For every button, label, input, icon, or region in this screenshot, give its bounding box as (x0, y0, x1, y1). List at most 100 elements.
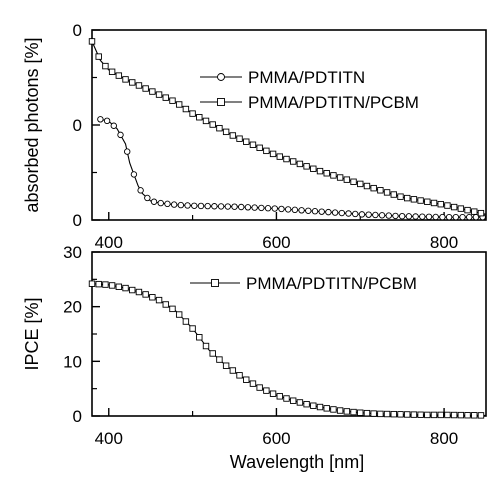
data-point (197, 202, 205, 210)
data-point (162, 94, 169, 101)
ipce-panel: 0 10 20 30 400 600 800 IPCE [%] Wavelength [nm] P… (22, 243, 487, 472)
y-tick-label: 20 (63, 298, 82, 317)
data-point (425, 213, 433, 221)
data-point (450, 203, 458, 211)
data-point (243, 138, 250, 145)
data-point (256, 144, 263, 152)
data-point (390, 410, 397, 418)
data-point (405, 213, 413, 220)
data-point (115, 72, 123, 79)
data-point (330, 406, 337, 413)
data-point (209, 350, 216, 357)
data-point (284, 206, 292, 213)
data-point (129, 286, 136, 294)
data-point (263, 387, 270, 394)
data-point (204, 202, 211, 210)
data-point (370, 184, 377, 192)
x-tick-label: 600 (262, 429, 290, 448)
data-point (162, 301, 169, 308)
data-point (115, 283, 123, 290)
data-point (419, 213, 426, 220)
legend-label: PMMA/PDTITN/PCBM (248, 93, 419, 112)
data-point (102, 281, 109, 288)
data-point (410, 411, 418, 418)
data-point (211, 279, 219, 287)
data-point (424, 411, 431, 419)
data-point (372, 211, 379, 219)
data-point (457, 205, 465, 212)
data-point (316, 403, 324, 411)
data-point (338, 209, 346, 217)
data-point (231, 203, 238, 210)
data-point (189, 325, 196, 332)
legend-label: PMMA/PDTITN (248, 68, 365, 87)
data-point (350, 408, 357, 416)
data-point (385, 212, 392, 219)
data-point (142, 85, 149, 92)
data-point (444, 202, 451, 209)
data-point (155, 91, 163, 98)
data-point (357, 180, 364, 188)
data-point (370, 410, 377, 417)
y-tick-label: 0 (73, 116, 82, 135)
data-point (102, 62, 109, 70)
data-point (258, 204, 265, 212)
data-point (357, 409, 364, 416)
x-tick-label: 400 (95, 429, 123, 448)
data-point (110, 122, 117, 129)
data-point (283, 395, 290, 402)
data-point (289, 397, 297, 404)
data-point (336, 174, 344, 181)
data-point (452, 213, 460, 221)
data-point (216, 124, 223, 132)
data-point (157, 199, 164, 207)
data-point (437, 411, 444, 419)
plot-frame (91, 29, 487, 221)
data-point (336, 407, 344, 414)
data-point (343, 176, 351, 183)
legend-entry: PMMA/PDTITN (200, 68, 365, 87)
data-point (229, 132, 237, 139)
data-point (103, 117, 111, 125)
data-point (430, 199, 438, 207)
data-point (330, 172, 337, 179)
data-point (217, 73, 225, 81)
data-point (135, 82, 143, 89)
data-point (217, 98, 225, 106)
data-point (224, 203, 232, 210)
data-point (135, 288, 143, 296)
data-point (466, 213, 473, 221)
data-point (124, 148, 131, 155)
series-circle (97, 116, 486, 221)
data-point (350, 178, 357, 185)
y-tick-label: 30 (63, 243, 82, 262)
data-point (417, 197, 424, 204)
data-point (95, 53, 102, 60)
data-point (155, 296, 163, 304)
data-point (437, 200, 444, 208)
data-point (471, 412, 478, 419)
y-tick-label: 0 (73, 407, 82, 426)
data-point (417, 411, 424, 418)
data-point (236, 372, 243, 379)
data-point (202, 342, 210, 350)
data-point (150, 198, 158, 205)
data-point (108, 282, 116, 289)
data-point (184, 202, 191, 209)
data-point (217, 203, 225, 210)
data-point (88, 280, 96, 287)
data-point (244, 204, 252, 211)
y-tick-label: 10 (63, 352, 82, 371)
data-point (142, 291, 149, 298)
data-point (88, 38, 96, 45)
series-square (88, 38, 487, 217)
data-point (477, 209, 485, 217)
data-point (464, 412, 471, 419)
data-point (296, 160, 304, 168)
data-point (236, 135, 243, 142)
data-point (377, 187, 384, 194)
x-tick-label: 400 (95, 233, 123, 252)
data-point (392, 212, 399, 220)
data-point (149, 294, 156, 301)
data-point (291, 206, 299, 214)
